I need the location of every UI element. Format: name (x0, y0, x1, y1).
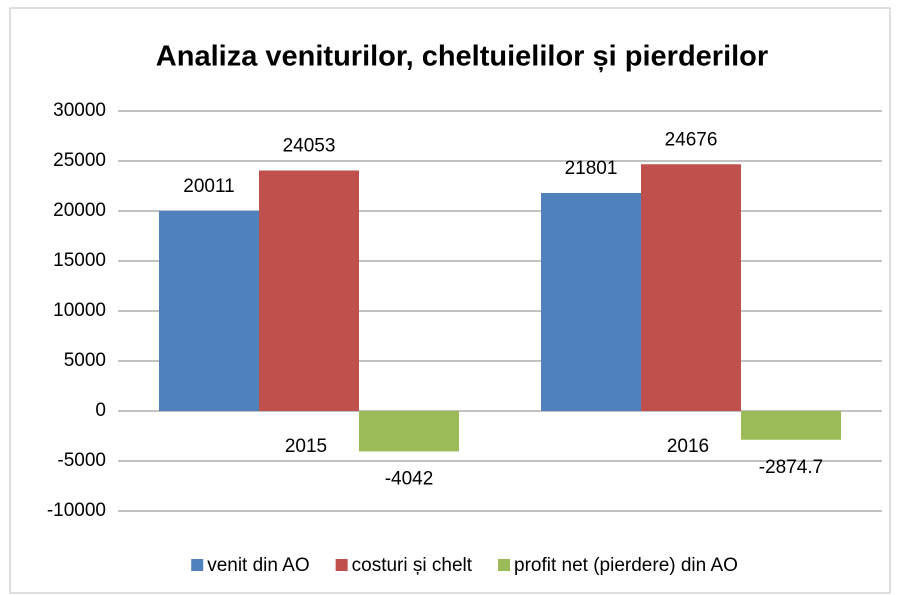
bar (359, 411, 459, 452)
data-label: 20011 (183, 176, 234, 197)
legend-label: profit net (pierdere) din AO (514, 555, 738, 576)
y-tick-label: 25000 (53, 150, 106, 171)
y-tick-label: 15000 (53, 250, 106, 271)
chart-frame (9, 7, 891, 594)
chart-title: Analiza veniturilor, cheltuielilor și pi… (156, 41, 768, 73)
bar (541, 192, 641, 411)
y-tick-label: -10000 (47, 500, 106, 521)
y-tick-label: 0 (95, 400, 106, 421)
bar (741, 411, 841, 440)
legend-swatch (191, 559, 204, 571)
data-label: 24053 (283, 135, 336, 156)
y-tick-label: 10000 (53, 300, 106, 321)
data-label: -2874.7 (759, 457, 823, 478)
legend-label: venit din AO (207, 555, 309, 576)
bar (259, 170, 359, 411)
y-tick-label: 5000 (64, 350, 106, 371)
y-tick-label: -5000 (57, 450, 106, 471)
data-label: -4042 (385, 468, 434, 489)
y-tick-label: 30000 (53, 100, 106, 121)
x-tick-label: 2016 (667, 436, 709, 457)
data-label: 21801 (565, 158, 618, 179)
y-tick-label: 20000 (53, 200, 106, 221)
legend-swatch (335, 559, 348, 571)
legend-label: costuri și chelt (352, 555, 473, 576)
x-tick-label: 2015 (285, 436, 327, 457)
data-label: 24676 (665, 129, 718, 150)
legend-swatch (498, 559, 511, 571)
bar (641, 164, 741, 411)
bar (159, 210, 259, 411)
